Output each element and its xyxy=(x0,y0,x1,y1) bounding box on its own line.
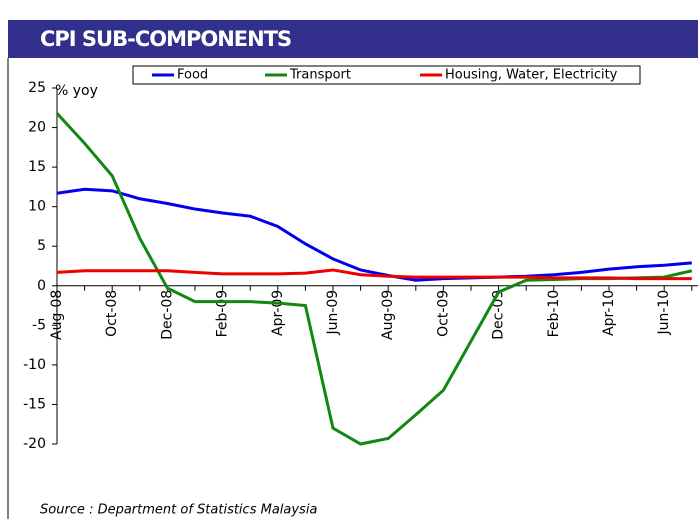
y-tick-label: 0 xyxy=(37,278,46,294)
x-tick-label: Aug-08 xyxy=(49,290,65,340)
y-tick-label: -15 xyxy=(23,396,46,412)
header-bar xyxy=(8,20,698,58)
x-tick-label: Apr-10 xyxy=(601,290,617,336)
x-tick-label: Feb-09 xyxy=(215,290,231,338)
y-tick-label: -20 xyxy=(23,436,46,452)
y-tick-label: -5 xyxy=(32,317,46,333)
source-note: Source : Department of Statistics Malays… xyxy=(40,503,317,518)
y-axis-label: % yoy xyxy=(55,83,98,99)
legend-label: Transport xyxy=(289,68,351,83)
series-line xyxy=(56,187,692,282)
legend-box xyxy=(132,65,641,85)
series-line xyxy=(56,268,692,281)
y-tick-label: 5 xyxy=(37,238,46,254)
x-tick-label: Jun-10 xyxy=(656,290,672,336)
y-tick-label: 10 xyxy=(28,199,46,215)
y-tick-label: -10 xyxy=(23,357,46,373)
x-tick-label: Apr-09 xyxy=(270,290,286,336)
y-tick-label: 15 xyxy=(28,159,46,175)
chart-title: CPI SUB-COMPONENTS xyxy=(40,27,291,51)
legend-label: Food xyxy=(177,68,208,83)
x-tick-label: Oct-09 xyxy=(435,290,451,337)
y-tick-label: 25 xyxy=(28,80,46,96)
legend-label: Housing, Water, Electricity xyxy=(445,68,618,83)
y-tick-label: 20 xyxy=(28,120,46,136)
x-tick-label: Jun-09 xyxy=(325,290,341,336)
x-tick-label: Dec-08 xyxy=(159,290,175,340)
x-tick-label: Dec-09 xyxy=(491,290,507,340)
x-tick-label: Aug-09 xyxy=(380,290,396,340)
x-tick-label: Oct-08 xyxy=(104,290,120,337)
x-tick-label: Feb-10 xyxy=(546,290,562,338)
